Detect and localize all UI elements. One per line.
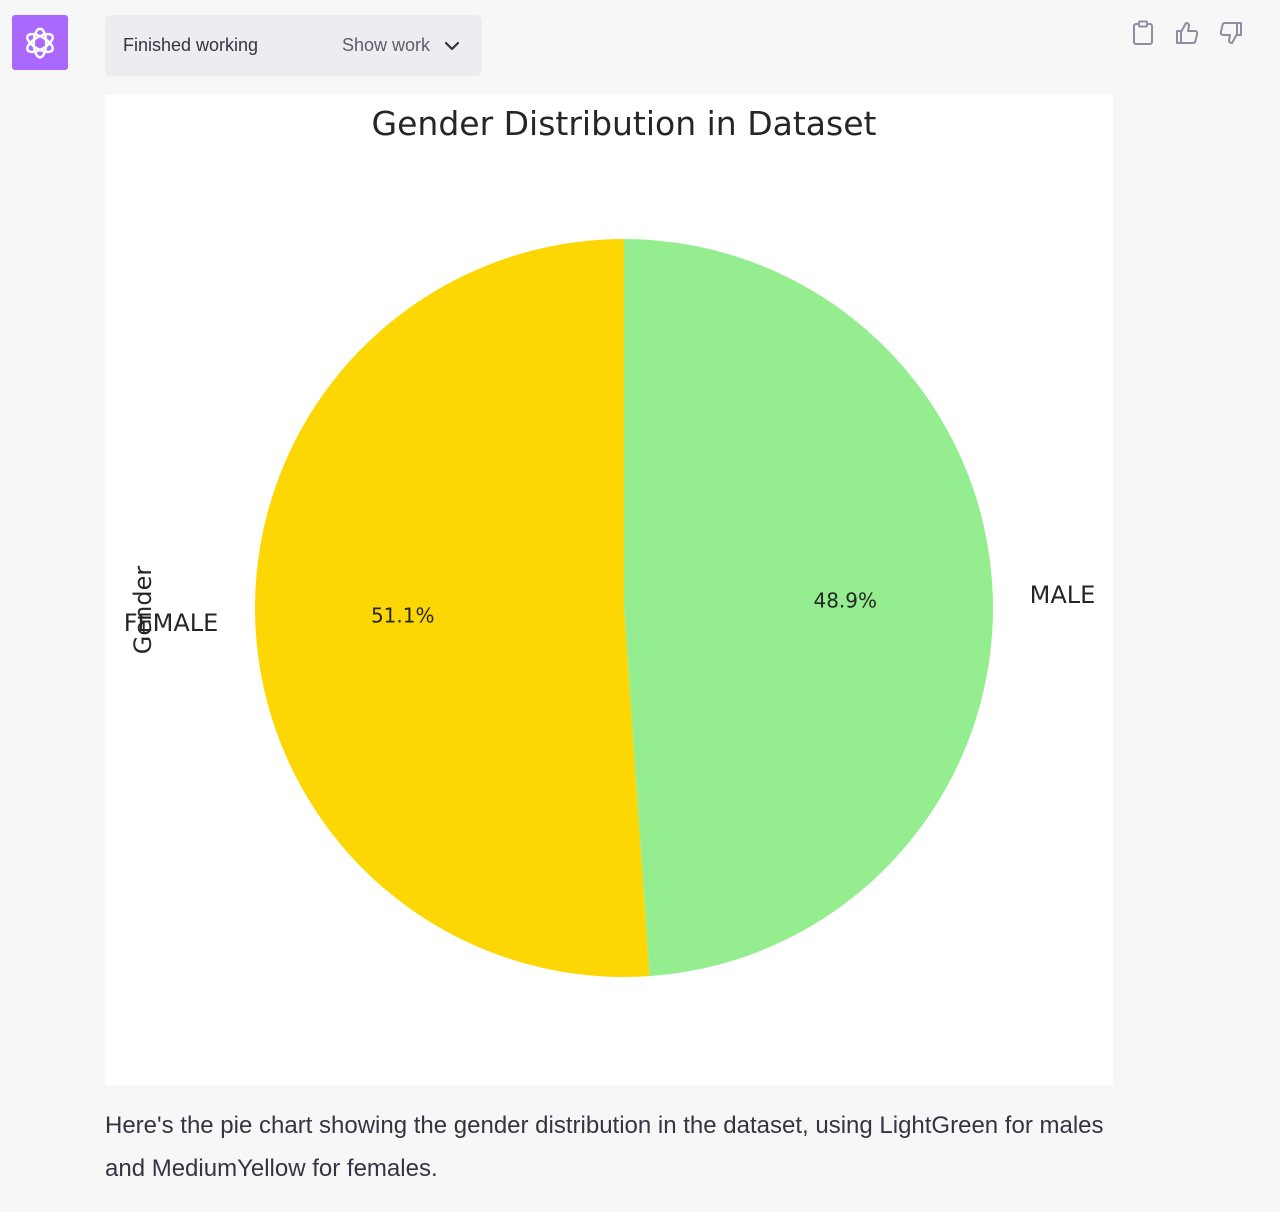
message-actions	[1130, 18, 1244, 48]
status-label: Finished working	[123, 35, 259, 55]
pie-pct-label-female: 51.1%	[371, 604, 435, 628]
pie-category-label-female: FEMALE	[124, 609, 219, 637]
y-axis-label: Gender	[129, 566, 157, 655]
pie-slices	[255, 239, 994, 977]
clipboard-icon	[1133, 20, 1153, 45]
pie-labels: 48.9% MALE 51.1% FEMALE	[124, 581, 1096, 637]
pie-slice-female	[255, 239, 650, 977]
pie-slice-male	[624, 239, 994, 977]
pie-chart: Gender Distribution in Dataset 48.9% MALE…	[124, 104, 1096, 977]
thumbs-down-button[interactable]	[1218, 18, 1244, 48]
chart-card: Gender Distribution in Dataset 48.9% MALE…	[105, 95, 1113, 1085]
assistant-message: Here's the pie chart showing the gender …	[105, 1112, 1104, 1182]
openai-logo-icon	[26, 27, 54, 58]
chart-title: Gender Distribution in Dataset	[372, 104, 877, 143]
pie-category-label-male: MALE	[1030, 581, 1096, 609]
chevron-down-icon	[444, 41, 460, 50]
copy-button[interactable]	[1130, 18, 1156, 48]
show-work-button[interactable]: Show work	[342, 35, 460, 56]
thumbs-up-button[interactable]	[1174, 18, 1200, 48]
show-work-label: Show work	[341, 35, 430, 55]
thumbs-down-icon	[1219, 22, 1242, 44]
assistant-avatar	[12, 15, 68, 70]
work-status-bar: Finished working Show work	[105, 15, 482, 76]
pie-pct-label-male: 48.9%	[813, 588, 877, 612]
thumbs-up-icon	[1176, 22, 1199, 44]
